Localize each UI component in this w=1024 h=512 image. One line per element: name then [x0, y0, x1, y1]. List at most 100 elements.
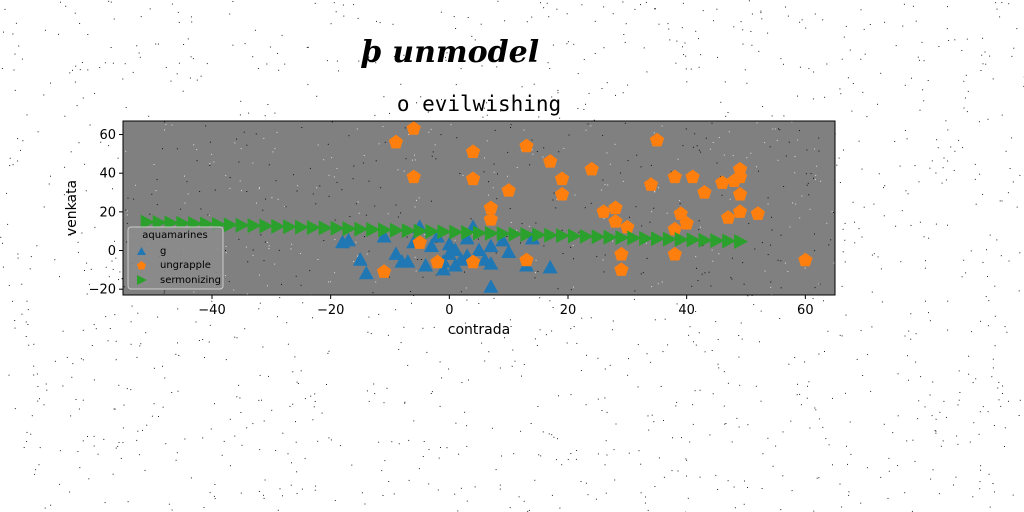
data-point-ungrapple: [406, 121, 421, 135]
data-point-g: [340, 232, 356, 247]
data-point-ungrapple: [465, 171, 481, 186]
y-tick-label: 20: [99, 205, 116, 220]
data-point-sermonizing: [306, 220, 321, 236]
data-point-sermonizing: [698, 232, 713, 248]
y-axis-label: venkata: [64, 180, 80, 236]
data-point-g: [447, 242, 463, 257]
data-point-ungrapple: [608, 200, 623, 215]
data-point-sermonizing: [722, 233, 737, 249]
data-point-sermonizing: [603, 229, 618, 245]
data-point-ungrapple: [406, 169, 421, 184]
data-point-sermonizing: [484, 225, 499, 241]
y-tick-label: 60: [99, 128, 116, 143]
data-point-ungrapple: [750, 206, 765, 220]
data-point-sermonizing: [579, 228, 594, 244]
data-point-sermonizing: [271, 218, 286, 234]
data-point-ungrapple: [430, 254, 445, 269]
data-point-g: [352, 252, 368, 266]
data-point-sermonizing: [413, 223, 428, 239]
data-point-sermonizing: [437, 224, 452, 240]
x-tick-label: 0: [445, 303, 453, 318]
data-point-ungrapple: [685, 169, 700, 184]
legend-title: aquamarines: [142, 230, 207, 241]
x-tick-label: 60: [797, 303, 814, 318]
x-tick-label: 20: [560, 303, 577, 318]
data-point-ungrapple: [732, 204, 748, 218]
x-tick-label: −40: [198, 303, 225, 318]
data-point-ungrapple: [376, 264, 392, 278]
data-point-sermonizing: [591, 229, 606, 245]
series-ungrapple: [376, 121, 813, 278]
data-point-ungrapple: [732, 169, 748, 184]
data-point-sermonizing: [140, 214, 155, 230]
data-point-sermonizing: [473, 225, 487, 241]
data-point-ungrapple: [465, 144, 481, 158]
x-axis-label: contrada: [448, 322, 510, 338]
data-point-sermonizing: [330, 220, 345, 236]
data-point-ungrapple: [643, 177, 659, 191]
data-point-sermonizing: [567, 228, 582, 244]
x-tick-label: 40: [678, 303, 695, 318]
legend-label-g: g: [160, 246, 166, 257]
data-point-g: [471, 242, 487, 257]
data-point-ungrapple: [519, 138, 534, 153]
data-point-sermonizing: [461, 225, 476, 241]
legend-box: [127, 226, 224, 290]
data-point-sermonizing: [401, 223, 416, 239]
data-point-sermonizing: [295, 219, 309, 235]
data-point-g: [453, 252, 469, 266]
y-tick-label: 0: [108, 244, 116, 259]
data-point-ungrapple: [465, 254, 481, 269]
data-point-sermonizing: [651, 231, 665, 247]
data-point-ungrapple: [667, 221, 682, 236]
data-point-g: [459, 230, 475, 245]
data-point-g: [483, 279, 499, 293]
plot-frame: [122, 120, 836, 296]
data-point-sermonizing: [639, 230, 654, 246]
data-point-ungrapple: [483, 200, 498, 215]
plot-area: [123, 121, 835, 295]
data-point-sermonizing: [342, 221, 357, 237]
data-point-sermonizing: [152, 215, 167, 230]
data-point-sermonizing: [532, 227, 547, 243]
data-point-g: [435, 261, 451, 276]
data-point-ungrapple: [501, 183, 516, 197]
data-point-ungrapple: [554, 186, 570, 201]
data-point-g: [495, 232, 511, 247]
data-point-sermonizing: [283, 219, 298, 235]
data-point-ungrapple: [584, 161, 599, 176]
data-point-sermonizing: [662, 231, 677, 247]
data-point-g: [501, 244, 517, 258]
data-point-ungrapple: [673, 206, 688, 220]
figure-suptitle: ϸ unmodel: [361, 35, 539, 70]
data-point-g: [483, 256, 499, 270]
data-point-sermonizing: [366, 221, 381, 237]
data-point-ungrapple: [412, 235, 427, 249]
data-point-ungrapple: [732, 161, 748, 176]
data-point-g: [424, 238, 440, 253]
legend-marker-g: [137, 247, 146, 255]
data-point-ungrapple: [667, 246, 682, 261]
data-point-sermonizing: [235, 217, 250, 233]
data-point-ungrapple: [721, 210, 736, 224]
data-point-sermonizing: [389, 222, 404, 238]
data-point-ungrapple: [543, 154, 558, 168]
data-point-ungrapple: [596, 204, 611, 218]
data-point-sermonizing: [627, 230, 642, 246]
data-point-g: [542, 259, 558, 274]
data-point-ungrapple: [715, 175, 730, 189]
data-point-g: [358, 265, 374, 280]
data-point-sermonizing: [508, 226, 523, 242]
data-point-ungrapple: [620, 219, 635, 234]
data-point-sermonizing: [734, 233, 749, 249]
legend-marker-ungrapple: [137, 261, 146, 270]
data-point-sermonizing: [354, 221, 369, 237]
data-point-g: [400, 254, 416, 268]
data-point-ungrapple: [697, 185, 712, 199]
data-point-g: [483, 238, 499, 253]
data-point-ungrapple: [679, 215, 694, 230]
data-point-sermonizing: [710, 233, 725, 249]
x-axis-ticks: −40 −20 0 20 40 60: [198, 295, 814, 318]
data-point-ungrapple: [732, 186, 748, 201]
data-point-sermonizing: [247, 218, 262, 234]
